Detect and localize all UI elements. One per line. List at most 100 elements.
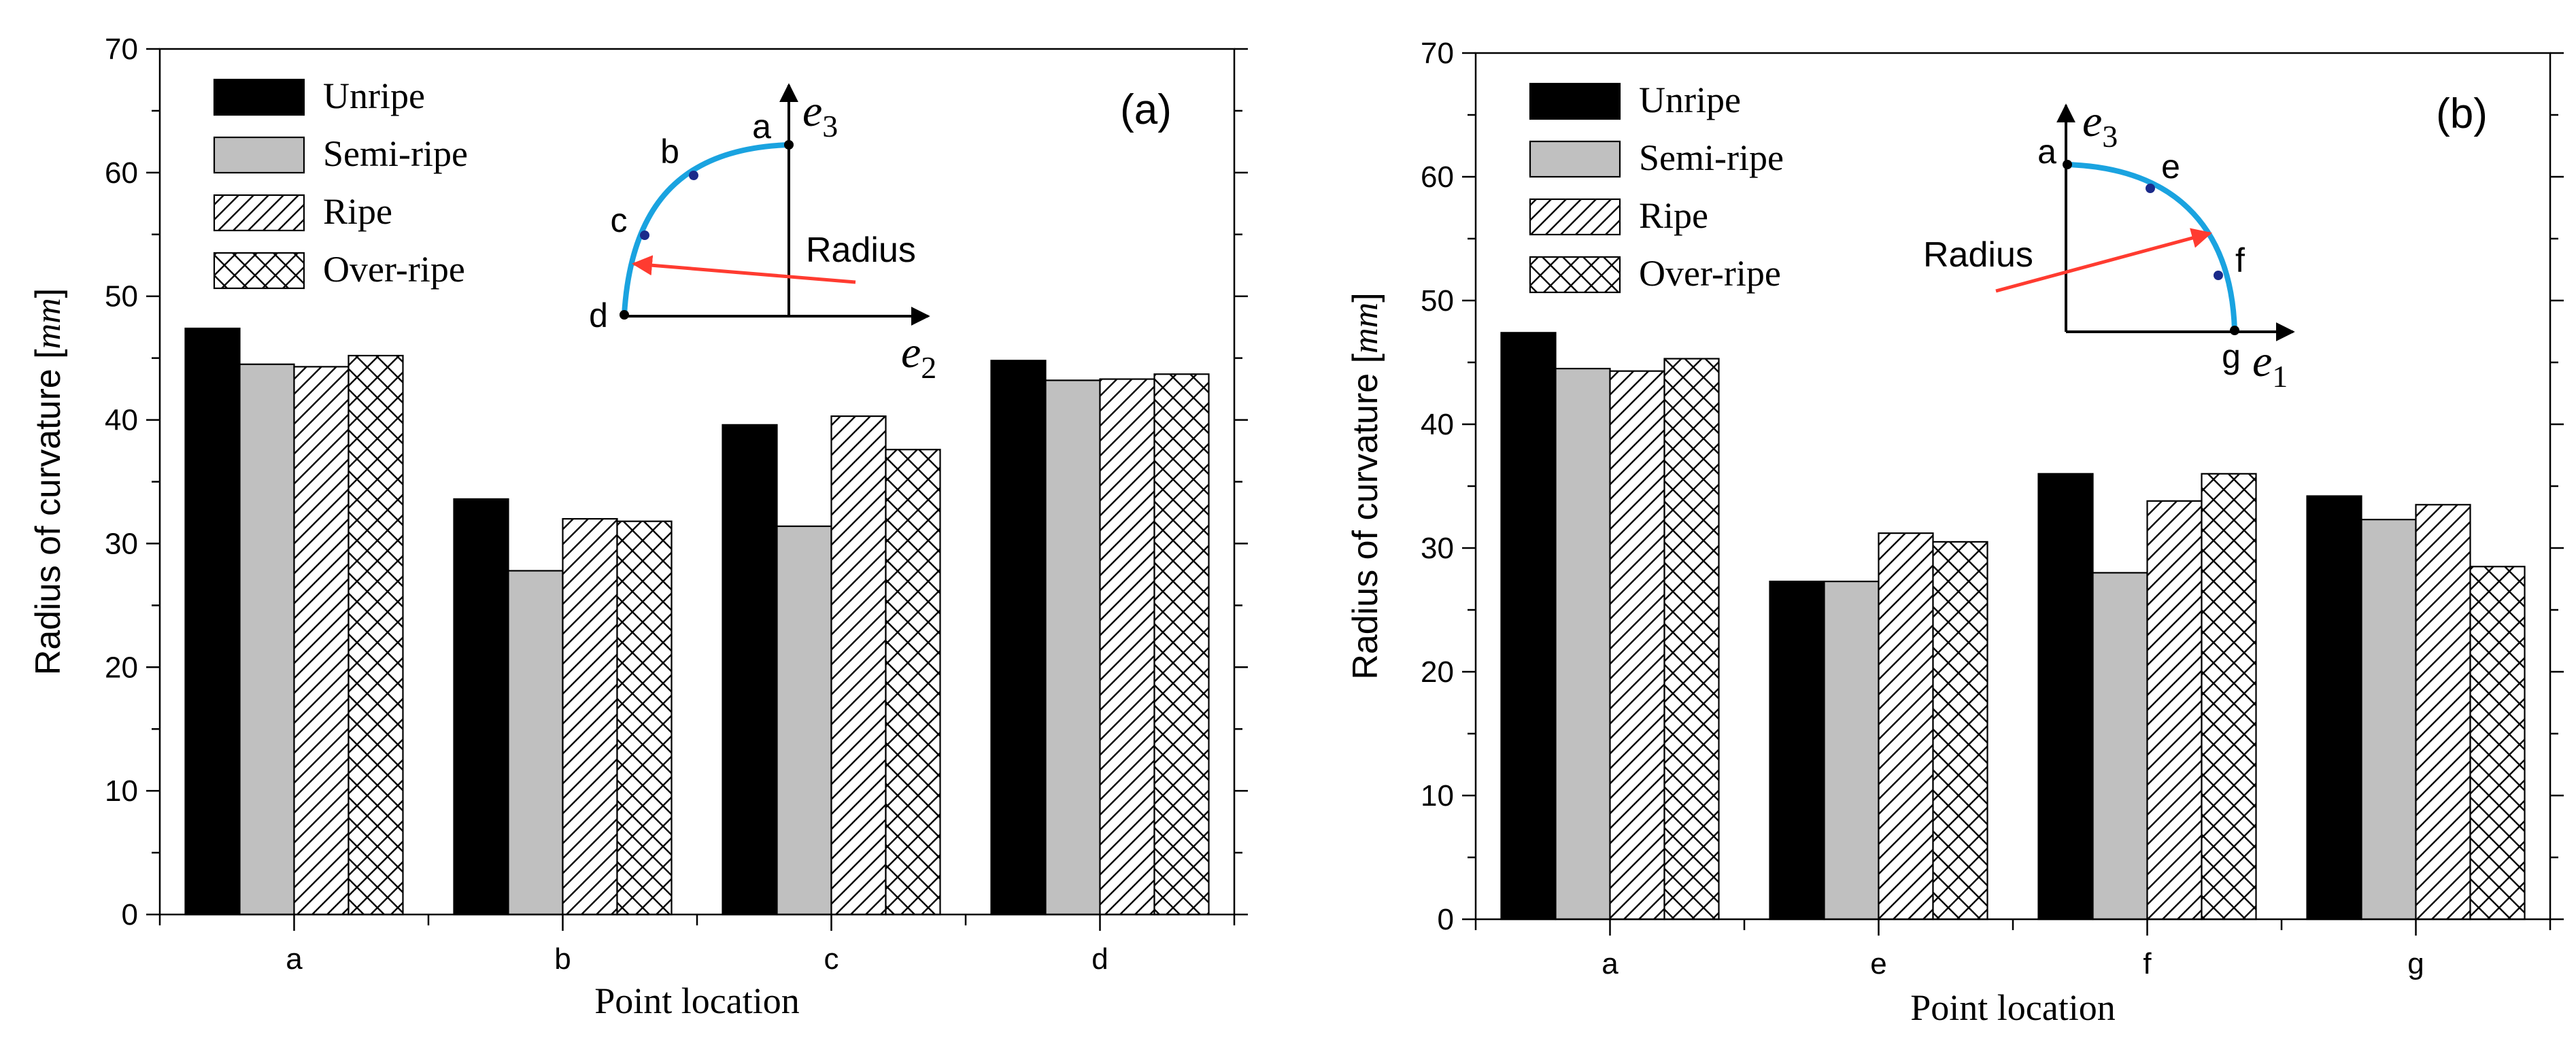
- inset-point: [2063, 160, 2072, 169]
- legend-swatch-semi: [213, 136, 305, 174]
- bar-unripe-c: [722, 424, 778, 916]
- chart-panel-b: 0 10 20 30 40 50 60 70 a e f g Point location Radius …: [1346, 37, 2564, 1028]
- legend-label-semi: Semi-ripe: [323, 133, 468, 174]
- legend-swatch-over: [1529, 256, 1621, 294]
- bar-unripe-a: [1500, 332, 1557, 921]
- bar-semi-f: [2092, 572, 2148, 921]
- bar-over-c: [885, 449, 941, 916]
- bar-semi-d: [1045, 379, 1101, 916]
- inset-point-label: d: [589, 296, 608, 335]
- y-tick-label: 60: [105, 156, 138, 190]
- bar-semi-e: [1823, 581, 1880, 921]
- inset-point-label: c: [611, 201, 628, 239]
- bar-over-g: [2469, 566, 2526, 921]
- inset-diagram: a bc d Radius e3 e2: [589, 83, 936, 385]
- inset-axis-label-vertical: e3: [2082, 97, 2118, 154]
- y-tick-label: 50: [105, 280, 138, 313]
- bar-over-d: [1153, 373, 1210, 916]
- x-tick-label: a: [1601, 947, 1619, 980]
- bar-ripe-d: [1099, 378, 1155, 916]
- y-tick-label: 40: [1421, 408, 1454, 441]
- bar-unripe-d: [990, 360, 1047, 916]
- legend-swatch-unripe: [213, 78, 305, 116]
- inset-point: [2214, 271, 2223, 280]
- legend-swatch-ripe: [1529, 198, 1621, 236]
- y-tick-label: 70: [1421, 37, 1454, 70]
- bar-over-e: [1932, 541, 1988, 921]
- bar-over-b: [616, 520, 673, 916]
- legend-label-unripe: Unripe: [323, 75, 425, 116]
- panel-label: (a): [1120, 86, 1172, 133]
- radius-label: Radius: [806, 230, 916, 270]
- y-tick-label: 20: [105, 651, 138, 684]
- inset-point-label: f: [2235, 241, 2245, 279]
- y-tick-label: 20: [1421, 655, 1454, 689]
- x-tick-label: g: [2407, 947, 2424, 980]
- radius-label: Radius: [1923, 235, 2033, 275]
- inset-diagram: a e f g Radius e3 e1: [1923, 97, 2295, 394]
- legend-label-over: Over-ripe: [1639, 253, 1781, 294]
- bar-ripe-e: [1878, 532, 1934, 921]
- legend: Unripe Semi-ripe Ripe Over-ripe: [213, 75, 468, 290]
- legend-label-ripe: Ripe: [323, 191, 392, 232]
- inset-point: [2146, 184, 2155, 193]
- x-tick-label: e: [1870, 947, 1886, 980]
- legend: Unripe Semi-ripe Ripe Over-ripe: [1529, 80, 1784, 294]
- inset-point: [620, 310, 629, 320]
- bar-semi-a: [239, 363, 295, 916]
- bar-semi-b: [507, 570, 564, 916]
- x-axis-title: Point location: [1910, 987, 2115, 1028]
- bar-ripe-b: [562, 517, 618, 916]
- y-tick-label: 30: [105, 527, 138, 560]
- inset-point: [689, 171, 698, 180]
- y-tick-label: 0: [1438, 903, 1454, 936]
- bar-ripe-c: [830, 415, 887, 916]
- bar-unripe-g: [2306, 495, 2362, 921]
- bar-semi-c: [776, 525, 832, 916]
- legend-swatch-ripe: [213, 194, 305, 232]
- bar-ripe-a: [1609, 370, 1665, 921]
- inset-axis-label-horizontal: e2: [901, 328, 936, 385]
- legend-swatch-over: [213, 252, 305, 290]
- legend-swatch-unripe: [1529, 82, 1621, 120]
- chart-panel-a: 0 10 20 30 40 50 60 70 a b c d Point location Radius …: [29, 33, 1248, 1021]
- inset-point-label: a: [752, 107, 771, 146]
- legend-label-over: Over-ripe: [323, 249, 465, 290]
- y-tick-label: 0: [122, 898, 138, 931]
- bar-over-a: [1663, 358, 1720, 921]
- bar-unripe-f: [2037, 473, 2094, 921]
- x-tick-label: c: [824, 942, 839, 976]
- bar-over-a: [348, 354, 404, 916]
- panel-label: (b): [2436, 90, 2488, 137]
- bar-unripe-a: [184, 327, 241, 916]
- x-tick-label: b: [554, 942, 571, 976]
- radius-arrow: [1995, 228, 2212, 293]
- inset-axis-label-vertical: e3: [802, 86, 838, 143]
- bar-semi-g: [2360, 519, 2417, 921]
- bar-ripe-g: [2415, 504, 2471, 921]
- y-tick-label: 10: [105, 774, 138, 808]
- y-axis-title: Radius of curvature [mm]: [29, 288, 68, 675]
- inset-point-label: a: [2037, 133, 2056, 171]
- y-tick-label: 40: [105, 404, 138, 437]
- y-tick-label: 60: [1421, 160, 1454, 194]
- inset-point: [784, 140, 794, 150]
- bar-unripe-b: [453, 498, 509, 916]
- inset-point: [2230, 326, 2239, 335]
- legend-label-unripe: Unripe: [1639, 80, 1741, 120]
- bar-ripe-f: [2146, 500, 2203, 921]
- radius-arrow: [632, 255, 856, 284]
- y-tick-label: 30: [1421, 532, 1454, 565]
- inset-point: [640, 230, 649, 240]
- y-tick-label: 70: [105, 33, 138, 66]
- bar-unripe-e: [1769, 581, 1825, 921]
- legend-label-ripe: Ripe: [1639, 195, 1708, 236]
- x-axis-title: Point location: [594, 980, 799, 1021]
- inset-point-label: g: [2222, 337, 2241, 375]
- inset-curve: [622, 142, 790, 315]
- x-tick-label: f: [2143, 947, 2152, 980]
- inset-curve: [2067, 162, 2237, 331]
- inset-axis-label-horizontal: e1: [2252, 337, 2288, 394]
